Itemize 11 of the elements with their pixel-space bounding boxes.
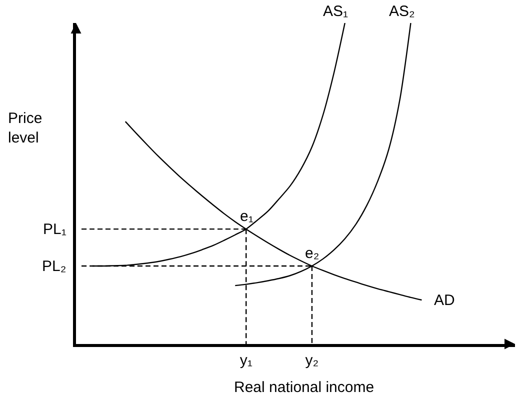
annotation: e₂ xyxy=(305,245,320,262)
series-label: AD xyxy=(434,292,456,309)
series-label: AS₂ xyxy=(389,3,416,20)
y-axis-title: Price level xyxy=(8,110,42,146)
x-axis-title: Real national income xyxy=(234,379,374,396)
x-tick-label: y₁ xyxy=(240,352,252,369)
series-label: AS₁ xyxy=(323,3,348,20)
annotation: e₁ xyxy=(240,208,254,225)
series-label: PL₁ xyxy=(43,221,66,238)
series-label: PL₂ xyxy=(42,258,66,275)
x-tick-label: y₂ xyxy=(305,352,319,369)
